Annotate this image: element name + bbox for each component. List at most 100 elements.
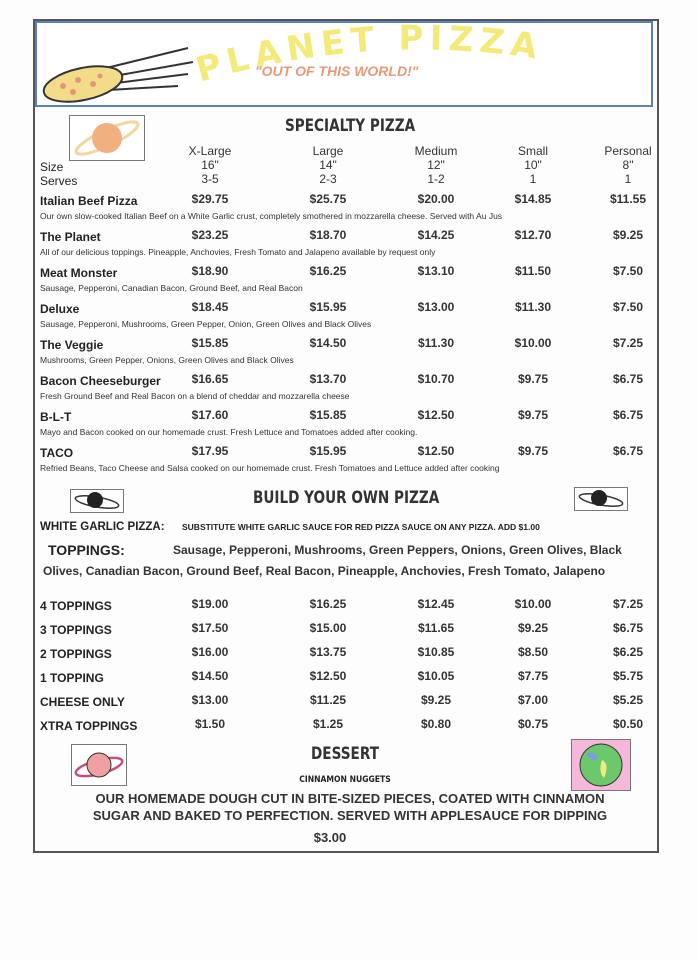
price-cell: $13.00 xyxy=(191,693,229,707)
dark-planet-image-left xyxy=(70,489,124,513)
price-cell: $6.75 xyxy=(612,621,644,635)
price-cell: $12.45 xyxy=(417,597,455,611)
price-cell: $15.85 xyxy=(309,408,347,422)
column-serves: 2-3 xyxy=(319,172,337,186)
price-cell: $17.60 xyxy=(191,408,229,422)
column-header-medium: Medium xyxy=(414,144,458,158)
price-cell: $14.50 xyxy=(191,669,229,683)
price-cell: $13.00 xyxy=(417,300,455,314)
menu-border xyxy=(33,19,659,853)
dessert-title: DESSERT xyxy=(311,744,379,764)
price-cell: $23.25 xyxy=(191,228,229,242)
dessert-desc-line-1: OUR HOMEMADE DOUGH CUT IN BITE-SIZED PIE… xyxy=(95,791,605,806)
price-cell: $12.70 xyxy=(514,228,552,242)
price-cell: $11.50 xyxy=(514,264,552,278)
price-cell: $5.75 xyxy=(612,669,644,683)
price-cell: $18.70 xyxy=(309,228,347,242)
column-serves: 3-5 xyxy=(201,172,219,186)
price-cell: $10.85 xyxy=(417,645,455,659)
price-cell: $12.50 xyxy=(309,669,347,683)
price-cell: $1.25 xyxy=(312,717,344,731)
specialty-item-desc: Our own slow-cooked Italian Beef on a Wh… xyxy=(40,211,503,221)
price-cell: $13.70 xyxy=(309,372,347,386)
price-cell: $0.75 xyxy=(517,717,549,731)
price-cell: $9.75 xyxy=(517,444,549,458)
price-cell: $7.25 xyxy=(612,597,644,611)
saturn-planet-image xyxy=(69,115,145,161)
specialty-item-desc: Mushrooms, Green Pepper, Onions, Green O… xyxy=(40,355,294,365)
price-cell: $12.50 xyxy=(417,408,455,422)
build-row-name: 4 TOPPINGS xyxy=(40,599,112,613)
price-cell: $12.50 xyxy=(417,444,455,458)
price-cell: $11.25 xyxy=(309,693,347,707)
price-cell: $19.00 xyxy=(191,597,229,611)
column-size: 10" xyxy=(524,158,542,172)
dark-planet-image-right xyxy=(574,487,628,511)
price-cell: $5.25 xyxy=(612,693,644,707)
dessert-desc-line-2: SUGAR AND BAKED TO PERFECTION. SERVED WI… xyxy=(92,808,608,823)
price-cell: $9.25 xyxy=(517,621,549,635)
build-row-name: 3 TOPPINGS xyxy=(40,623,112,637)
price-cell: $9.25 xyxy=(420,693,452,707)
specialty-item-name: Deluxe xyxy=(40,302,80,316)
price-cell: $7.00 xyxy=(517,693,549,707)
toppings-line-2: Olives, Canadian Bacon, Ground Beef, Rea… xyxy=(43,564,606,578)
price-cell: $8.50 xyxy=(517,645,549,659)
pink-planet-image xyxy=(71,744,127,786)
logo-planet-pizza: PLANET PIZZA xyxy=(192,22,540,91)
build-title: BUILD YOUR OWN PIZZA xyxy=(253,488,440,508)
column-serves: 1 xyxy=(529,172,537,186)
price-cell: $18.45 xyxy=(191,300,229,314)
price-cell: $15.85 xyxy=(191,336,229,350)
specialty-title: SPECIALTY PIZZA xyxy=(285,116,416,136)
price-cell: $29.75 xyxy=(191,192,229,206)
column-header-personal: Personal xyxy=(604,144,652,158)
earth-image xyxy=(571,739,631,791)
specialty-item-name: Italian Beef Pizza xyxy=(40,194,138,208)
toppings-label: TOPPINGS: xyxy=(48,542,125,558)
price-cell: $10.00 xyxy=(514,597,552,611)
price-cell: $10.05 xyxy=(417,669,455,683)
price-cell: $6.75 xyxy=(612,444,644,458)
price-cell: $17.50 xyxy=(191,621,229,635)
price-cell: $15.95 xyxy=(309,300,347,314)
price-cell: $0.50 xyxy=(612,717,644,731)
price-cell: $11.65 xyxy=(417,621,455,635)
price-cell: $6.75 xyxy=(612,372,644,386)
price-cell: $9.75 xyxy=(517,372,549,386)
build-row-name: CHEESE ONLY xyxy=(40,695,125,709)
serves-label: Serves xyxy=(40,174,78,188)
specialty-item-desc: Refried Beans, Taco Cheese and Salsa coo… xyxy=(40,463,500,473)
price-cell: $1.50 xyxy=(194,717,226,731)
price-cell: $9.25 xyxy=(612,228,644,242)
column-size: 16" xyxy=(201,158,219,172)
dessert-item-name: CINNAMON NUGGETS xyxy=(299,775,391,785)
column-header-x-large: X-Large xyxy=(188,144,232,158)
price-cell: $16.25 xyxy=(309,597,347,611)
price-cell: $7.75 xyxy=(517,669,549,683)
price-cell: $7.25 xyxy=(612,336,644,350)
specialty-item-name: The Veggie xyxy=(40,338,104,352)
specialty-item-desc: Sausage, Pepperoni, Canadian Bacon, Grou… xyxy=(40,283,303,293)
price-cell: $11.55 xyxy=(609,192,647,206)
tagline: "OUT OF THIS WORLD!" xyxy=(255,63,419,79)
build-row-name: 1 TOPPING xyxy=(40,671,104,685)
column-serves: 1-2 xyxy=(427,172,445,186)
price-cell: $14.25 xyxy=(417,228,455,242)
white-garlic-text: SUBSTITUTE WHITE GARLIC SAUCE FOR RED PI… xyxy=(182,522,540,532)
price-cell: $16.00 xyxy=(191,645,229,659)
flying-pizza-icon xyxy=(42,47,194,103)
build-row-name: 2 TOPPINGS xyxy=(40,647,112,661)
toppings-line-1: Sausage, Pepperoni, Mushrooms, Green Pep… xyxy=(173,543,622,557)
price-cell: $15.00 xyxy=(309,621,347,635)
price-cell: $16.65 xyxy=(191,372,229,386)
size-label: Size xyxy=(40,160,64,174)
price-cell: $6.75 xyxy=(612,408,644,422)
specialty-item-name: The Planet xyxy=(40,230,101,244)
price-cell: $17.95 xyxy=(191,444,229,458)
column-size: 14" xyxy=(319,158,337,172)
specialty-item-desc: Mayo and Bacon cooked on our homemade cr… xyxy=(40,427,418,437)
price-cell: $6.25 xyxy=(612,645,644,659)
specialty-item-name: B-L-T xyxy=(40,410,72,424)
